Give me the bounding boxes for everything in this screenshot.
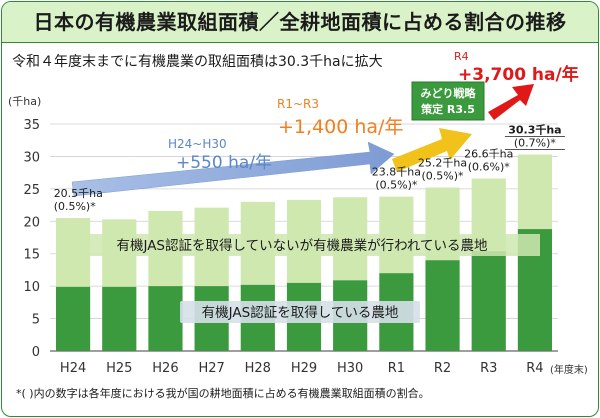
x-tick-label: H26: [152, 361, 178, 376]
trend-arrow-r1-r3: [392, 128, 472, 172]
y-tick-labels: 0 5 10 15 20 25 30 35: [23, 118, 40, 360]
x-tick-label: H29: [291, 361, 317, 376]
x-tick-labels: H24 H25 H26 H27 H28 H29 H30 R1 R2 R3 R4: [60, 361, 544, 376]
bar-jas: [148, 286, 183, 351]
bar-jas: [425, 260, 460, 351]
y-tick-label: 15: [23, 248, 40, 263]
data-label-total: 20.5千ha: [54, 187, 103, 200]
bar-jas: [56, 286, 91, 351]
data-label-pct: (0.5%)*: [54, 200, 97, 213]
annotation-r4-rate: +3,700 ha/年: [458, 64, 579, 85]
annotation-r1-r3-rate: +1,400 ha/年: [278, 116, 403, 138]
data-label-total: 30.3千ha: [508, 122, 561, 136]
strategy-line2: 策定 R3.5: [420, 102, 475, 116]
x-tick-label: H25: [106, 361, 132, 376]
bar-jas: [471, 251, 506, 351]
x-tick-label: H28: [245, 361, 271, 376]
data-label-pct: (0.5%)*: [375, 179, 418, 192]
y-tick-label: 20: [23, 215, 40, 230]
annotation-h24-h30-period: H24~H30: [168, 137, 227, 151]
annotation-h24-h30-rate: +550 ha/年: [176, 153, 272, 173]
series-label-jas: 有機JAS認証を取得している農地: [202, 304, 399, 321]
chart-title: 日本の有機農業取組面積／全耕地面積に占める割合の推移: [33, 10, 567, 34]
y-tick-label: 25: [23, 183, 40, 198]
annotation-r4-period: R4: [454, 50, 469, 63]
y-tick-label: 35: [23, 118, 40, 133]
data-label-total: 25.2千ha: [418, 157, 467, 170]
x-tick-label: H24: [60, 361, 86, 376]
strategy-line1: みどり戦略: [421, 86, 477, 100]
non-jas-label-bg: [62, 234, 540, 256]
y-axis-label: (千ha): [8, 95, 41, 108]
x-tick-label: R4: [526, 361, 543, 376]
trend-arrow-h24-h30: [71, 141, 395, 197]
data-label-pct: (0.6%)*: [468, 160, 511, 173]
trend-arrow-r4: [488, 84, 534, 120]
series-label-non-jas: 有機JAS認証を取得していないが有機農業が行われている農地: [116, 237, 488, 254]
title-band: [2, 2, 598, 43]
y-tick-label: 30: [23, 150, 40, 165]
footnote: *( )内の数字は各年度における我が国の耕地面積に占める有機農業取組面積の割合。: [16, 386, 430, 400]
strategy-box: [411, 81, 485, 121]
data-labels: (0.5%)*20.5千ha(0.5%)*23.8千ha (0.5%)*25.2千…: [54, 122, 565, 213]
bar-non-jas: [517, 154, 552, 230]
y-tick-label: 5: [32, 313, 40, 328]
bar-jas: [102, 286, 137, 351]
x-tick-label: H27: [198, 361, 224, 376]
x-tick-label: H30: [337, 361, 363, 376]
x-axis-unit: (年度末): [550, 363, 588, 376]
data-label-pct: (0.7%)*: [514, 136, 557, 149]
x-tick-label: R1: [388, 361, 405, 376]
annotation-r1-r3-period: R1~R3: [277, 97, 319, 111]
chart-subtitle: 令和４年度末までに有機農業の取組面積は30.3千haに拡大: [12, 54, 383, 70]
data-label-total: 23.8千ha: [372, 166, 421, 179]
jas-label-bg: [180, 301, 420, 323]
data-label-pct: (0.5%)*: [422, 170, 465, 183]
x-tick-label: R3: [480, 361, 497, 376]
x-tick-label: R2: [434, 361, 451, 376]
y-tick-label: 10: [23, 280, 40, 295]
data-label-total: 26.6千ha: [464, 147, 513, 160]
y-tick-label: 0: [32, 345, 40, 360]
